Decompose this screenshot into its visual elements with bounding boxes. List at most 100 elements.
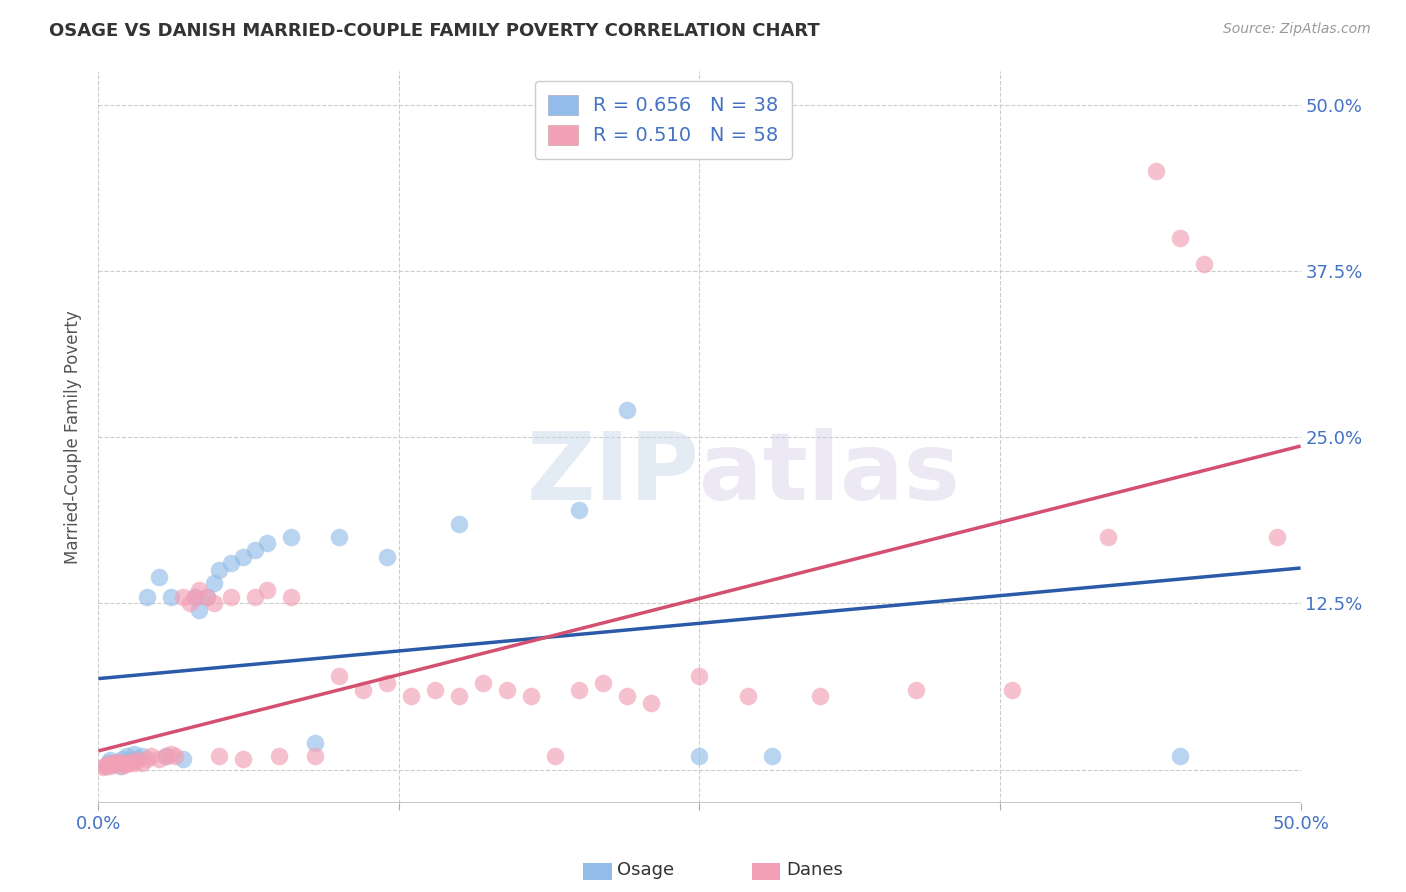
Point — [117, 757, 139, 772]
Point — [114, 756, 136, 770]
Point — [1144, 164, 1167, 178]
Point — [352, 682, 374, 697]
Point — [304, 736, 326, 750]
Point — [125, 752, 148, 766]
Point — [232, 752, 254, 766]
Point — [808, 690, 831, 704]
Point — [124, 756, 146, 770]
Point — [148, 752, 170, 766]
Text: atlas: atlas — [700, 427, 960, 520]
Point — [125, 753, 148, 767]
Point — [111, 758, 134, 772]
Point — [375, 549, 398, 564]
Point — [520, 690, 543, 704]
Point — [195, 590, 218, 604]
Point — [208, 563, 231, 577]
Point — [141, 749, 163, 764]
Point — [904, 682, 927, 697]
Point — [219, 590, 242, 604]
Point — [1001, 682, 1024, 697]
Point — [135, 590, 157, 604]
Text: Danes: Danes — [786, 861, 842, 879]
Point — [172, 752, 194, 766]
Point — [183, 590, 205, 604]
Point — [375, 676, 398, 690]
Legend: R = 0.656   N = 38, R = 0.510   N = 58: R = 0.656 N = 38, R = 0.510 N = 58 — [534, 81, 792, 159]
Point — [202, 596, 225, 610]
Point — [195, 590, 218, 604]
Point — [689, 749, 711, 764]
Point — [737, 690, 759, 704]
Point — [101, 757, 124, 772]
Point — [100, 758, 122, 772]
Point — [94, 758, 117, 772]
Point — [118, 753, 141, 767]
Point — [155, 749, 177, 764]
Point — [568, 503, 591, 517]
Point — [328, 530, 350, 544]
Point — [399, 690, 422, 704]
Point — [131, 756, 153, 770]
Point — [256, 582, 278, 597]
Point — [107, 755, 129, 769]
Point — [111, 752, 134, 766]
Point — [689, 669, 711, 683]
Point — [267, 749, 290, 764]
Point — [280, 530, 302, 544]
Point — [183, 590, 205, 604]
Point — [124, 747, 146, 761]
Point — [165, 749, 187, 764]
Point — [172, 590, 194, 604]
Point — [1170, 749, 1192, 764]
Point — [97, 756, 120, 770]
Point — [447, 690, 470, 704]
Point — [232, 549, 254, 564]
Point — [148, 570, 170, 584]
Point — [108, 756, 131, 770]
Point — [472, 676, 495, 690]
Point — [328, 669, 350, 683]
Point — [616, 403, 638, 417]
Point — [544, 749, 567, 764]
Text: Source: ZipAtlas.com: Source: ZipAtlas.com — [1223, 22, 1371, 37]
Point — [101, 756, 124, 770]
Point — [117, 749, 139, 764]
Point — [256, 536, 278, 550]
Point — [108, 758, 131, 772]
Point — [1265, 530, 1288, 544]
Point — [568, 682, 591, 697]
Point — [155, 749, 177, 764]
Point — [208, 749, 231, 764]
Point — [188, 603, 211, 617]
Point — [179, 596, 201, 610]
Y-axis label: Married-Couple Family Poverty: Married-Couple Family Poverty — [65, 310, 83, 564]
Point — [761, 749, 783, 764]
Point — [1170, 230, 1192, 244]
Point — [1194, 257, 1216, 271]
Point — [135, 752, 157, 766]
Point — [304, 749, 326, 764]
Point — [107, 755, 129, 769]
Point — [131, 749, 153, 764]
Text: OSAGE VS DANISH MARRIED-COUPLE FAMILY POVERTY CORRELATION CHART: OSAGE VS DANISH MARRIED-COUPLE FAMILY PO… — [49, 22, 820, 40]
Point — [159, 747, 181, 761]
Point — [592, 676, 614, 690]
Point — [202, 576, 225, 591]
Point — [243, 543, 266, 558]
Point — [280, 590, 302, 604]
Point — [243, 590, 266, 604]
Point — [496, 682, 519, 697]
Point — [219, 557, 242, 571]
Point — [114, 756, 136, 770]
Point — [100, 753, 122, 767]
Point — [616, 690, 638, 704]
Point — [188, 582, 211, 597]
Text: ZIP: ZIP — [527, 427, 700, 520]
Text: Osage: Osage — [617, 861, 675, 879]
Point — [104, 757, 127, 772]
Point — [118, 755, 141, 769]
Point — [97, 757, 120, 772]
Point — [640, 696, 662, 710]
Point — [91, 760, 114, 774]
Point — [423, 682, 446, 697]
